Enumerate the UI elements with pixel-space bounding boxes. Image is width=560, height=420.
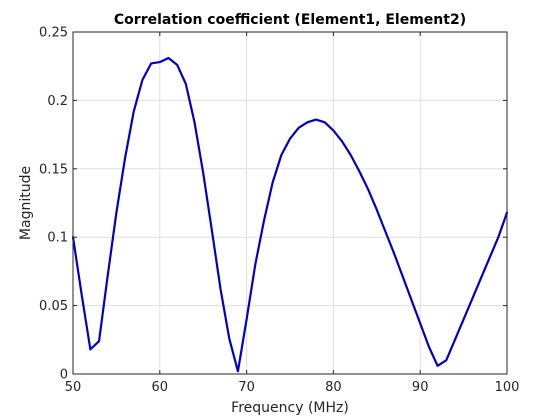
chart-title: Correlation coefficient (Element1, Eleme… (114, 12, 466, 28)
x-tick-label: 70 (238, 380, 255, 395)
series-group (71, 56, 509, 373)
y-tick-label: 0 (60, 368, 68, 383)
x-axis-label: Frequency (MHz) (231, 400, 349, 416)
plot-frame (72, 31, 508, 375)
x-tick-label: 50 (65, 380, 82, 395)
x-tick-label: 90 (412, 380, 429, 395)
y-tick-label: 0.25 (39, 26, 68, 41)
y-tick-label: 0.15 (39, 162, 68, 177)
y-tick-label: 0.1 (47, 231, 68, 246)
x-tick-label: 80 (325, 380, 342, 395)
plot-area (73, 32, 507, 374)
y-tick-label: 0.2 (47, 94, 68, 109)
series-line-0 (71, 56, 509, 373)
x-tick-label: 100 (495, 380, 520, 395)
x-tick-label: 60 (152, 380, 169, 395)
tick-group: 50 60 70 80 90 100 0 0.05 0.1 0.15 0.2 0.25 (39, 26, 519, 396)
y-axis-label: Magnitude (18, 166, 34, 240)
y-tick-label: 0.05 (39, 299, 68, 314)
